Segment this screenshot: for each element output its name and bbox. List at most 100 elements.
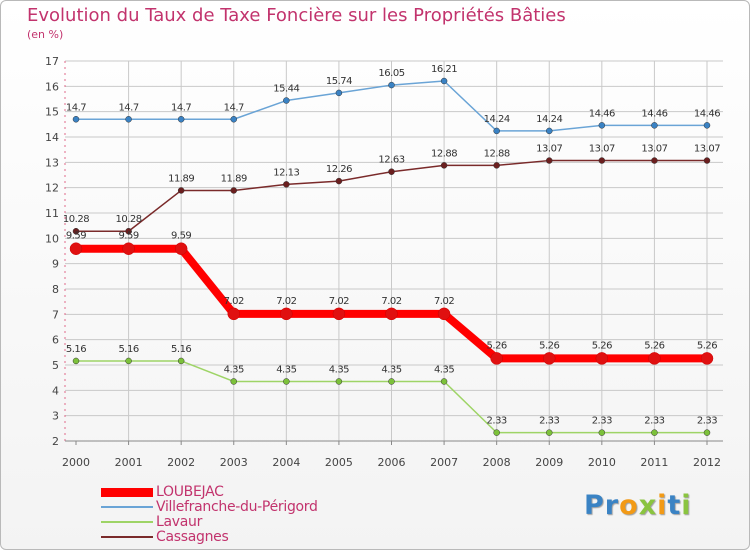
data-point <box>72 116 80 123</box>
data-label: 2.33 <box>592 416 612 427</box>
data-label: 11.89 <box>221 173 247 184</box>
data-point <box>440 378 448 385</box>
data-point <box>125 227 132 235</box>
x-tick-label: 2009 <box>535 456 563 469</box>
data-label: 9.59 <box>118 231 138 242</box>
data-label: 7.02 <box>381 296 401 307</box>
legend-swatch <box>101 506 153 508</box>
data-point <box>651 157 658 164</box>
data-label: 5.26 <box>697 340 717 351</box>
data-label: 12.63 <box>378 155 404 166</box>
y-tick-label: 14 <box>45 131 59 144</box>
data-label: 9.59 <box>171 231 191 242</box>
data-point <box>543 352 556 365</box>
data-label: 12.88 <box>484 148 510 159</box>
data-label: 15.44 <box>273 84 299 95</box>
data-label: 5.26 <box>487 340 507 351</box>
data-label: 14.7 <box>118 102 138 113</box>
data-label: 13.07 <box>589 144 615 155</box>
data-point <box>177 187 185 194</box>
data-label: 13.07 <box>536 144 562 155</box>
data-label: 14.7 <box>224 102 244 113</box>
x-tick-label: 2002 <box>167 456 195 469</box>
y-tick-label: 3 <box>52 410 59 423</box>
data-point <box>440 77 448 85</box>
data-point <box>283 97 290 104</box>
data-point <box>493 429 500 436</box>
x-tick-label: 2003 <box>220 456 248 469</box>
data-label: 10.28 <box>116 214 142 225</box>
data-point <box>280 307 293 321</box>
data-label: 5.16 <box>66 344 86 355</box>
y-tick-label: 5 <box>52 359 59 372</box>
data-point <box>437 307 451 321</box>
x-tick-label: 2007 <box>430 456 458 469</box>
x-tick-label: 2008 <box>483 456 511 469</box>
data-label: 5.16 <box>171 344 191 355</box>
y-tick-label: 13 <box>45 156 59 169</box>
line-chart: 2 3 4 5 6 7 8 9 10 11 12 13 14 15 16 17 2000 2001 2002 2003… <box>45 55 723 469</box>
data-point <box>598 429 606 436</box>
data-point <box>598 157 606 164</box>
logo-letter: r <box>604 490 620 521</box>
data-point <box>595 352 609 365</box>
data-label: 7.02 <box>224 296 244 307</box>
data-point <box>651 122 658 129</box>
y-tick-label: 4 <box>52 384 59 397</box>
data-label: 14.46 <box>641 108 667 119</box>
x-tick-label: 2005 <box>325 456 353 469</box>
y-tick-label: 8 <box>52 283 59 296</box>
data-point <box>177 116 185 123</box>
x-tick-label: 2006 <box>378 456 406 469</box>
data-point <box>440 162 448 169</box>
data-point <box>700 352 714 365</box>
chart-subtitle: (en %) <box>27 28 64 41</box>
data-point <box>493 127 500 135</box>
data-point <box>174 242 188 255</box>
x-tick-label: 2004 <box>272 456 300 469</box>
data-label: 16.05 <box>378 68 404 79</box>
data-point <box>72 227 80 235</box>
data-point <box>388 378 395 385</box>
y-tick-label: 7 <box>52 308 59 321</box>
data-label: 12.13 <box>273 167 299 178</box>
data-point <box>283 181 290 188</box>
data-point <box>230 116 237 123</box>
logo-letter: P <box>584 490 605 521</box>
data-point <box>648 352 661 365</box>
legend-label: Cassagnes <box>156 529 229 545</box>
legend-swatch <box>101 521 153 523</box>
data-label: 14.7 <box>66 102 86 113</box>
y-tick-label: 12 <box>45 182 59 195</box>
data-point <box>598 122 606 129</box>
data-label: 16.21 <box>431 64 457 75</box>
data-point <box>69 242 83 255</box>
data-point <box>385 307 398 321</box>
data-point <box>493 162 500 169</box>
y-tick-label: 17 <box>45 55 59 68</box>
data-point <box>651 429 658 436</box>
data-label: 2.33 <box>539 416 559 427</box>
data-label: 2.33 <box>487 416 507 427</box>
logo-letter: i <box>681 490 692 521</box>
chart-title: Evolution du Taux de Taxe Foncière sur l… <box>27 5 566 26</box>
data-label: 5.26 <box>592 340 612 351</box>
logo-letter: o <box>619 490 639 521</box>
data-label: 4.35 <box>276 364 296 375</box>
logo-letter: x <box>638 490 658 521</box>
data-point <box>490 352 503 365</box>
data-point <box>125 116 132 123</box>
data-point <box>703 122 711 129</box>
data-label: 13.07 <box>694 144 720 155</box>
legend-swatch <box>101 536 153 538</box>
logo-letter: i <box>657 490 668 521</box>
data-label: 14.24 <box>536 114 562 125</box>
y-tick-label: 9 <box>52 258 59 271</box>
data-label: 10.28 <box>63 214 89 225</box>
x-tick-label: 2010 <box>588 456 616 469</box>
data-point <box>227 307 240 321</box>
y-tick-label: 6 <box>52 334 59 347</box>
data-label: 14.24 <box>484 114 510 125</box>
legend-label: LOUBEJAC <box>156 484 224 500</box>
data-point <box>703 157 711 164</box>
